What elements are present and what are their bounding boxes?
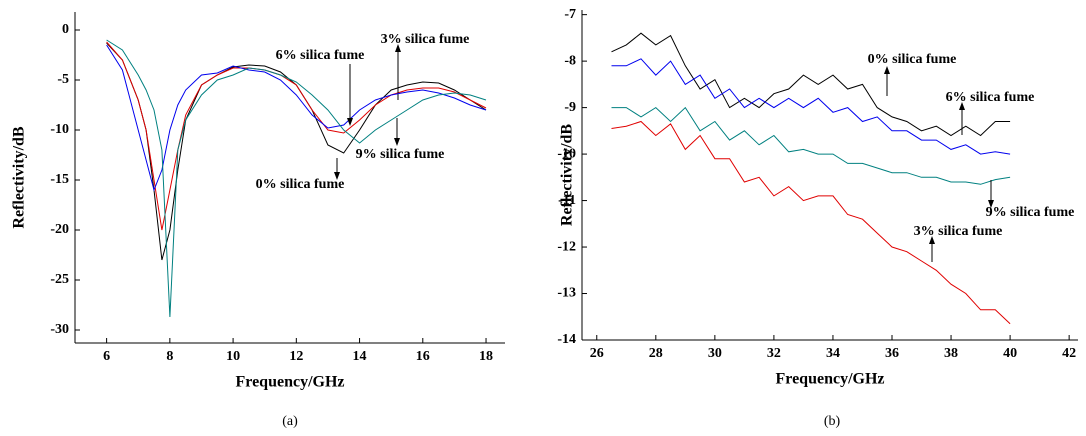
annotation: 3% silica fume [914, 224, 1003, 239]
y-axis-label: Reflectivity/dB [559, 124, 576, 227]
annotation: 9% silica fume [356, 147, 445, 162]
y-axis-label: Reflectivity/dB [11, 126, 28, 229]
annotation: 0% silica fume [868, 52, 957, 67]
y-tick-label: -8 [564, 53, 576, 68]
series-line [611, 32, 1011, 137]
x-tick-label: 8 [166, 349, 173, 364]
y-tick-label: -5 [57, 72, 69, 87]
x-axis-label: Frequency/GHz [235, 374, 344, 391]
caption: (b) [824, 414, 841, 429]
x-tick-label: 30 [708, 346, 722, 361]
y-tick-label: -11 [558, 193, 576, 208]
x-tick-label: 12 [289, 349, 303, 364]
y-tick-label: 0 [62, 22, 69, 37]
annotation: 0% silica fume [256, 177, 345, 192]
y-tick-label: -25 [50, 272, 69, 287]
annotation: 9% silica fume [986, 205, 1075, 220]
series-line [611, 106, 1011, 185]
annotation: 3% silica fume [381, 32, 470, 47]
series-line [106, 42, 487, 261]
y-tick-label: -7 [564, 7, 576, 22]
caption: (a) [282, 414, 298, 429]
y-tick-label: -30 [50, 322, 69, 337]
x-tick-label: 6 [103, 349, 110, 364]
x-tick-label: 40 [1003, 346, 1017, 361]
y-tick-label: -12 [557, 239, 576, 254]
x-tick-label: 10 [226, 349, 240, 364]
x-axis-label: Frequency/GHz [775, 371, 884, 388]
x-tick-label: 18 [479, 349, 493, 364]
y-tick-label: -9 [564, 100, 576, 115]
y-tick-label: -20 [50, 222, 69, 237]
y-tick-label: -10 [557, 146, 576, 161]
annotation: 6% silica fume [946, 90, 1035, 105]
series-line [106, 39, 487, 318]
x-tick-label: 28 [649, 346, 663, 361]
x-tick-label: 38 [944, 346, 958, 361]
x-tick-label: 14 [353, 349, 367, 364]
y-tick-label: -10 [50, 122, 69, 137]
y-tick-label: -13 [557, 286, 576, 301]
x-tick-label: 16 [416, 349, 430, 364]
series-line [611, 58, 1011, 155]
annotation: 6% silica fume [276, 48, 365, 63]
y-tick-label: -14 [557, 332, 576, 347]
series-line [611, 120, 1011, 325]
x-tick-label: 36 [885, 346, 899, 361]
series-line [106, 44, 487, 192]
x-tick-label: 26 [590, 346, 604, 361]
series-line [106, 41, 487, 231]
y-tick-label: -15 [50, 172, 69, 187]
x-tick-label: 34 [826, 346, 840, 361]
x-tick-label: 32 [767, 346, 781, 361]
x-tick-label: 42 [1062, 346, 1076, 361]
